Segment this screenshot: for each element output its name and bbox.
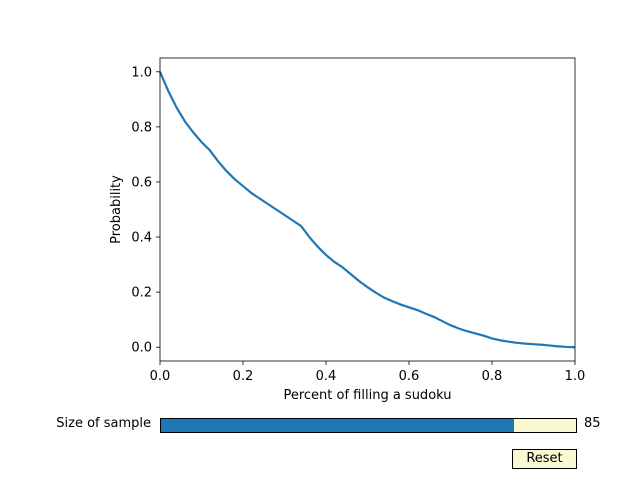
x-tick-label: 0.2 [233, 369, 254, 384]
plot-frame [159, 57, 576, 362]
probability-series-line [158, 71, 576, 349]
y-tick-label: 0.2 [131, 286, 152, 301]
x-tick-label: 0.6 [399, 369, 420, 384]
slider-fill [161, 419, 514, 432]
y-tick-label: 0.0 [131, 341, 152, 356]
x-tick-label: 1.0 [565, 369, 586, 384]
y-axis-label: Probability [109, 175, 124, 244]
y-tick-label: 0.6 [131, 175, 152, 190]
x-tick-label: 0.4 [316, 369, 337, 384]
x-axis-label: Percent of filling a sudoku [283, 388, 451, 403]
plot-area [160, 58, 575, 361]
x-tick-label: 0.0 [150, 369, 171, 384]
line-chart: 0.0 0.2 0.4 0.6 0.8 1.0 0.0 0.2 0.4 0.6 0.8 1.0 Per… [109, 57, 585, 403]
y-tick-label: 0.8 [131, 120, 152, 135]
slider-label: Size of sample [56, 416, 151, 431]
y-tick-label: 1.0 [131, 65, 152, 80]
ticks-layer: 0.0 0.2 0.4 0.6 0.8 1.0 0.0 0.2 0.4 0.6 0.8 1.0 [131, 65, 585, 384]
x-tick-label: 0.8 [482, 369, 503, 384]
y-tick-label: 0.4 [131, 231, 152, 246]
sample-size-slider[interactable] [160, 418, 577, 433]
reset-button[interactable]: Reset [512, 449, 577, 469]
slider-value: 85 [584, 416, 601, 431]
